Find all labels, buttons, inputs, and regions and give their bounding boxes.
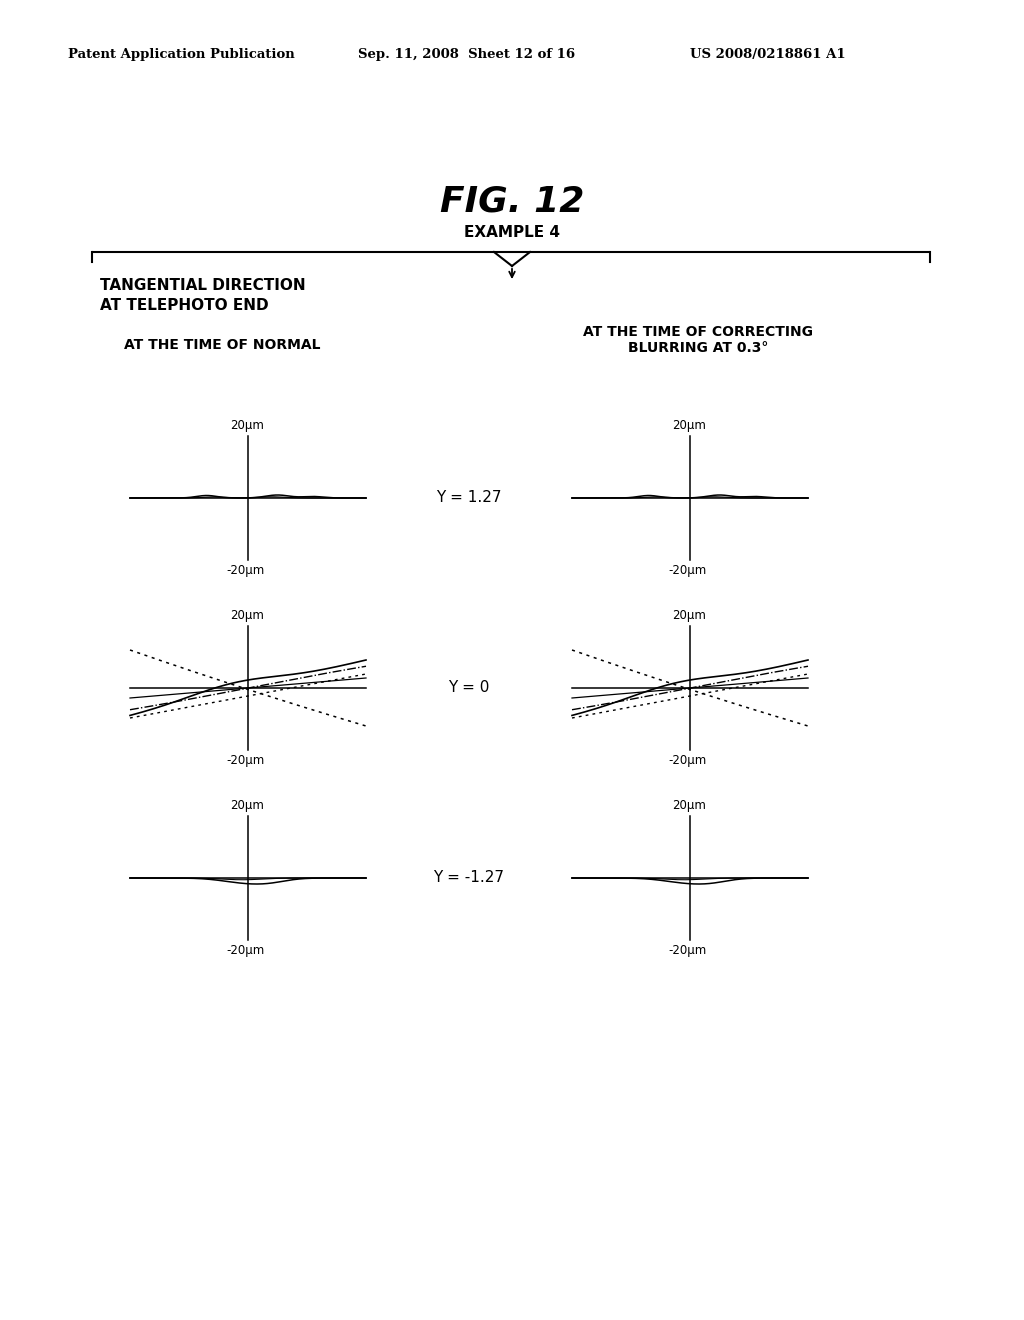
Text: 20μm: 20μm	[230, 418, 264, 432]
Text: US 2008/0218861 A1: US 2008/0218861 A1	[690, 48, 846, 61]
Text: 20μm: 20μm	[672, 799, 706, 812]
Text: 20μm: 20μm	[230, 609, 264, 622]
Text: AT THE TIME OF CORRECTING
BLURRING AT 0.3°: AT THE TIME OF CORRECTING BLURRING AT 0.…	[583, 325, 813, 355]
Text: -20μm: -20μm	[668, 564, 707, 577]
Text: -20μm: -20μm	[226, 564, 264, 577]
Text: Y = 0: Y = 0	[449, 681, 489, 696]
Text: AT THE TIME OF NORMAL: AT THE TIME OF NORMAL	[124, 338, 321, 352]
Text: 20μm: 20μm	[672, 418, 706, 432]
Text: EXAMPLE 4: EXAMPLE 4	[464, 224, 560, 240]
Text: -20μm: -20μm	[668, 944, 707, 957]
Text: TANGENTIAL DIRECTION
AT TELEPHOTO END: TANGENTIAL DIRECTION AT TELEPHOTO END	[100, 279, 305, 313]
Text: -20μm: -20μm	[226, 944, 264, 957]
Text: Sep. 11, 2008  Sheet 12 of 16: Sep. 11, 2008 Sheet 12 of 16	[358, 48, 575, 61]
Text: -20μm: -20μm	[226, 754, 264, 767]
Text: Y = -1.27: Y = -1.27	[433, 870, 505, 886]
Text: Y = 1.27: Y = 1.27	[436, 491, 502, 506]
Text: -20μm: -20μm	[668, 754, 707, 767]
Text: 20μm: 20μm	[672, 609, 706, 622]
Text: 20μm: 20μm	[230, 799, 264, 812]
Text: Patent Application Publication: Patent Application Publication	[68, 48, 295, 61]
Text: FIG. 12: FIG. 12	[440, 185, 584, 219]
